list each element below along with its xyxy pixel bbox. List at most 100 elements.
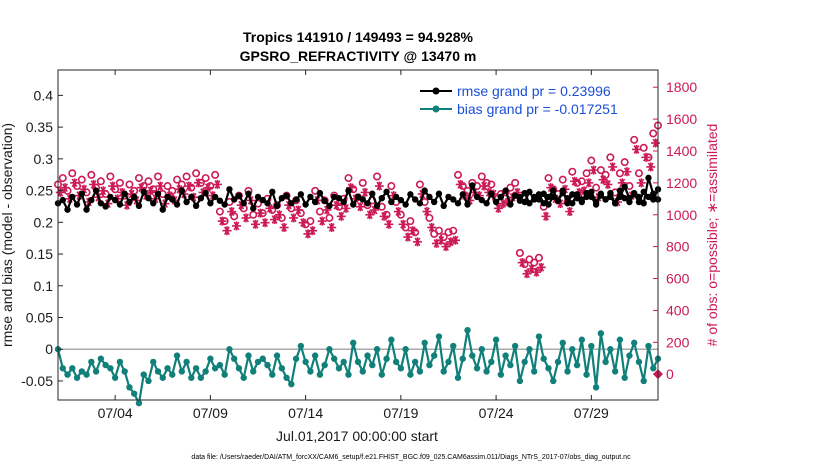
rmse-point xyxy=(488,190,495,197)
obs-possible-point xyxy=(544,174,553,183)
obs-assimilated-point xyxy=(646,162,656,172)
rmse-point xyxy=(126,198,133,206)
y-left-tick-label: -0.05 xyxy=(21,373,53,389)
rmse-point xyxy=(530,196,538,203)
bias-point xyxy=(126,384,133,391)
rmse-point xyxy=(435,190,443,197)
y-left-tick-label: 0.2 xyxy=(34,214,54,230)
legend: rmse grand pr = 0.23996 bias grand pr = … xyxy=(420,83,618,117)
obs-possible-point xyxy=(387,182,396,191)
bias-point xyxy=(264,361,271,369)
rmse-point xyxy=(407,191,414,198)
obs-assimilated-point xyxy=(365,210,375,220)
bias-point xyxy=(230,355,238,362)
rmse-point xyxy=(650,196,657,203)
obs-possible-point xyxy=(558,175,567,184)
rmse-point xyxy=(278,194,286,202)
rmse-point xyxy=(88,196,95,204)
obs-possible-point xyxy=(106,172,115,181)
bias-point xyxy=(202,368,209,375)
rmse-point xyxy=(426,193,433,201)
bias-point xyxy=(192,365,200,372)
rmse-point xyxy=(297,191,305,198)
bias-point xyxy=(164,365,171,372)
obs-possible-point xyxy=(373,172,382,181)
rmse-point xyxy=(145,194,152,202)
rmse-point xyxy=(469,182,476,189)
x-tick-label: 07/04 xyxy=(98,405,133,421)
rmse-point xyxy=(292,196,300,203)
obs-possible-point xyxy=(192,169,201,178)
rmse-point xyxy=(454,200,462,207)
rmse-point xyxy=(188,193,195,201)
rmse-point xyxy=(397,196,405,204)
legend-bias-label: bias grand pr = -0.017251 xyxy=(457,101,618,117)
obs-assimilated-point xyxy=(589,165,599,175)
rmse-point xyxy=(645,174,652,182)
obs-assimilated-point xyxy=(98,186,108,196)
bias-point xyxy=(597,330,605,337)
obs-assimilated-point xyxy=(641,152,651,162)
obs-possible-point xyxy=(434,226,443,235)
obs-assimilated-point xyxy=(293,205,303,215)
bias-point xyxy=(450,342,457,350)
rmse-point xyxy=(307,193,314,201)
rmse-point xyxy=(483,200,490,207)
bias-point xyxy=(559,339,566,347)
bias-point xyxy=(83,371,90,378)
bias-point xyxy=(421,339,428,347)
bias-point xyxy=(254,358,262,366)
rmse-point xyxy=(335,194,343,202)
obs-assimilated-point xyxy=(651,138,661,148)
obs-possible-point xyxy=(358,178,367,187)
obs-assimilated-point xyxy=(384,219,394,229)
rmse-point xyxy=(450,196,457,203)
y-right-tick-label: 200 xyxy=(666,334,690,350)
bias-point xyxy=(373,346,381,353)
y-left-tick-label: 0.4 xyxy=(34,87,54,103)
bias-point xyxy=(64,371,71,378)
obs-possible-point xyxy=(487,180,496,189)
rmse-point xyxy=(173,201,181,208)
rmse-point xyxy=(630,191,638,198)
bias-point xyxy=(488,358,495,366)
obs-possible-point xyxy=(587,156,596,165)
bias-point xyxy=(545,365,552,372)
bias-point xyxy=(364,352,371,359)
rmse-point xyxy=(102,203,109,210)
bias-point xyxy=(440,368,447,375)
rmse-point xyxy=(202,189,209,197)
obs-assimilated-point xyxy=(308,226,318,236)
rmse-point xyxy=(564,194,571,202)
y-left-tick-label: 0.15 xyxy=(26,246,53,262)
bias-point xyxy=(483,368,490,375)
obs-assimilated-point xyxy=(317,216,327,226)
obs-assimilated-point xyxy=(70,178,80,188)
rmse-point xyxy=(192,202,200,210)
footnote: data file: /Users/raeder/DAI/ATM_forcXX/… xyxy=(191,454,631,461)
bias-point xyxy=(278,365,286,372)
bias-point xyxy=(97,355,105,362)
obs-assimilated-point xyxy=(622,167,632,177)
obs-assimilated-point xyxy=(360,187,370,197)
rmse-point xyxy=(430,198,438,206)
bias-point xyxy=(145,377,152,385)
obs-assimilated-point xyxy=(570,176,580,186)
obs-possible-point xyxy=(511,178,520,187)
x-tick-label: 07/24 xyxy=(479,405,514,421)
obs-possible-point xyxy=(68,169,77,178)
rmse-point xyxy=(564,200,571,207)
rmse-point xyxy=(221,201,228,208)
bias-point xyxy=(502,352,509,359)
obs-possible-point xyxy=(168,186,177,195)
rmse-point xyxy=(288,200,295,207)
bias-point xyxy=(159,374,166,381)
rmse-point xyxy=(78,190,86,197)
bias-point xyxy=(273,352,281,359)
obs-possible-point xyxy=(639,143,648,152)
y-right-tick-label: 0 xyxy=(666,366,674,382)
rmse-point xyxy=(445,193,452,201)
bias-point xyxy=(302,358,309,366)
obs-assimilated-point xyxy=(441,242,451,252)
rmse-point xyxy=(121,190,128,197)
